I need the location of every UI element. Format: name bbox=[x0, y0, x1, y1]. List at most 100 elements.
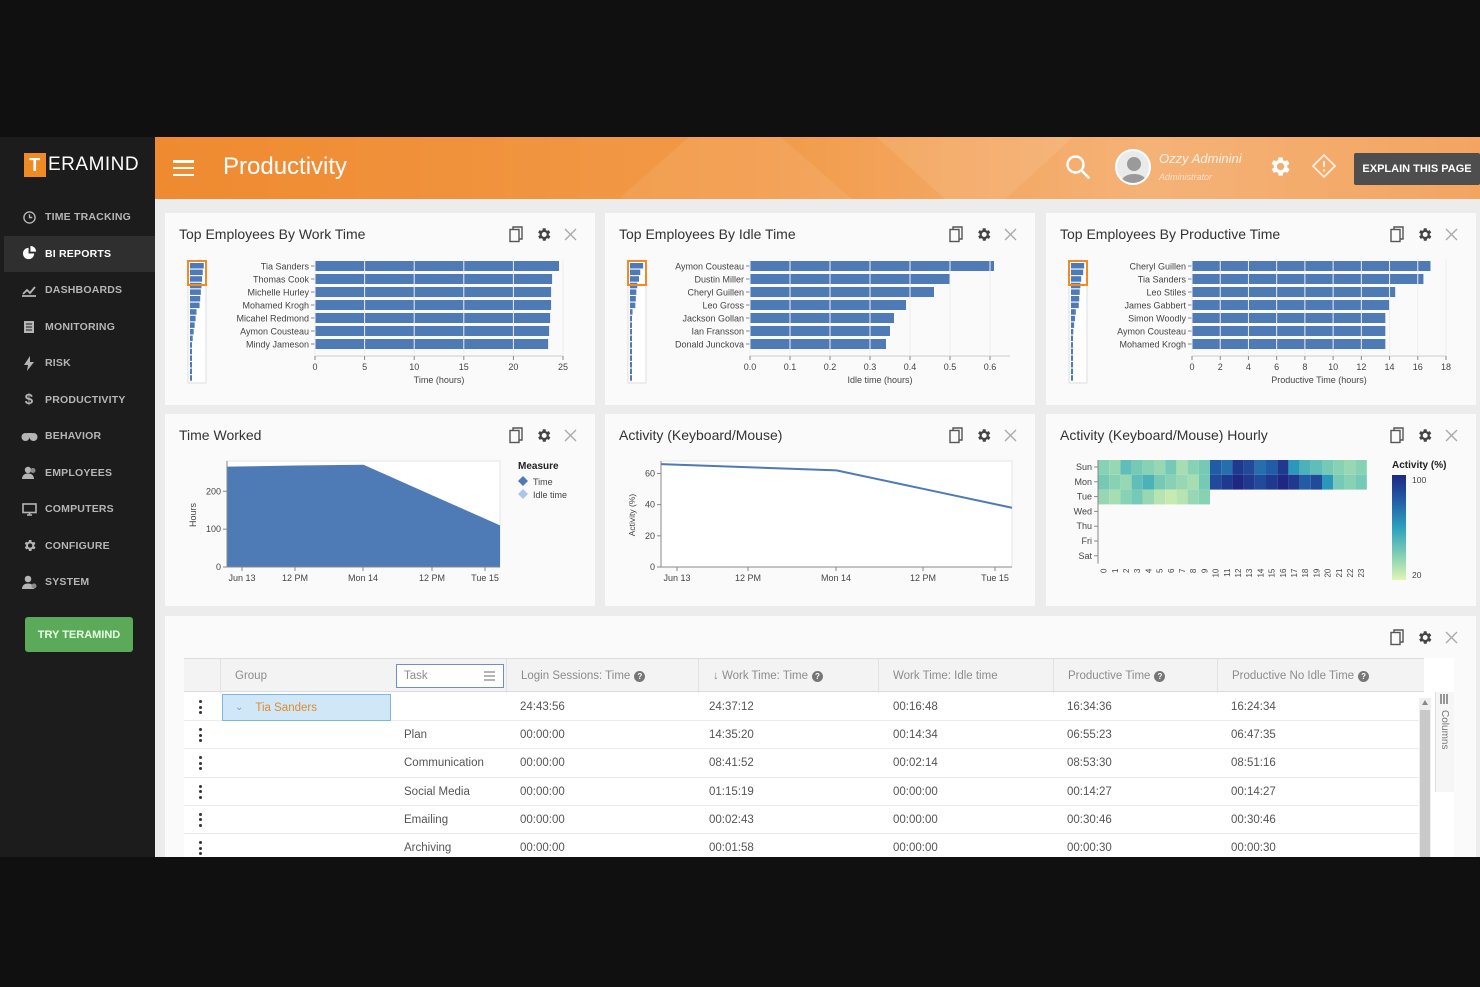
sidebar-item-bi-reports[interactable]: BI REPORTS bbox=[4, 235, 155, 272]
row-menu-icon[interactable] bbox=[198, 812, 202, 827]
column-header-task[interactable]: Task bbox=[396, 664, 504, 688]
close-icon[interactable] bbox=[1001, 225, 1019, 243]
overview-bar bbox=[1071, 296, 1080, 302]
scroll-up-icon[interactable] bbox=[1422, 700, 1428, 705]
column-header-idle[interactable]: Work Time: Idle time bbox=[878, 659, 1053, 693]
x-tick-label: 6 bbox=[1274, 362, 1279, 372]
gear-icon[interactable] bbox=[534, 426, 552, 444]
overview-bar bbox=[630, 348, 632, 355]
gear-icon[interactable] bbox=[1415, 225, 1433, 243]
scroll-thumb[interactable] bbox=[1420, 710, 1430, 857]
copy-icon[interactable] bbox=[947, 426, 965, 444]
y-tick-label: 0 bbox=[650, 562, 655, 572]
sidebar-item-behavior[interactable]: BEHAVIOR bbox=[4, 418, 155, 455]
table-row[interactable]: Plan 00:00:00 14:35:20 00:14:34 06:55:23 06:4… bbox=[184, 721, 1424, 750]
panel-productive-time: Top Employees By Productive Time Cheryl … bbox=[1046, 213, 1476, 405]
copy-icon[interactable] bbox=[1388, 628, 1406, 646]
copy-icon[interactable] bbox=[1388, 225, 1406, 243]
vertical-scrollbar[interactable] bbox=[1419, 698, 1431, 857]
copy-icon[interactable] bbox=[507, 225, 525, 243]
row-menu-icon[interactable] bbox=[198, 728, 202, 743]
help-icon[interactable]: ? bbox=[812, 670, 823, 682]
heatmap-col-label: 10 bbox=[1212, 568, 1221, 577]
gear-icon[interactable] bbox=[974, 426, 992, 444]
heatmap-cell bbox=[1176, 474, 1188, 490]
sidebar-item-risk[interactable]: RISK bbox=[4, 345, 155, 382]
gear-icon[interactable] bbox=[1415, 426, 1433, 444]
panel-activity: Activity (Keyboard/Mouse) 0 20 40 60 Jun 13 1… bbox=[605, 414, 1035, 606]
search-icon[interactable] bbox=[1065, 154, 1091, 185]
table-row[interactable]: Emailing 00:00:00 00:02:43 00:00:00 00:30:46… bbox=[184, 806, 1424, 834]
close-icon[interactable] bbox=[1442, 426, 1460, 444]
overview-bar bbox=[1071, 348, 1073, 355]
copy-icon[interactable] bbox=[507, 426, 525, 444]
chevron-down-icon[interactable]: ⌄ bbox=[235, 702, 244, 713]
gear-icon[interactable] bbox=[1415, 628, 1433, 646]
table-row[interactable]: Communication 00:00:00 08:41:52 00:02:14 08:… bbox=[184, 749, 1424, 778]
header-decoration bbox=[575, 137, 895, 199]
column-header-productive-no-idle[interactable]: Productive No Idle Time? bbox=[1217, 659, 1424, 693]
explain-page-button[interactable]: EXPLAIN THIS PAGE bbox=[1354, 153, 1480, 185]
legend-title: Measure bbox=[518, 461, 559, 472]
heatmap-cell bbox=[1266, 460, 1278, 475]
area-series-time bbox=[227, 464, 500, 567]
user-name[interactable]: Ozzy Adminini bbox=[1159, 151, 1242, 166]
sidebar-item-configure[interactable]: CONFIGURE bbox=[4, 528, 155, 565]
row-menu-icon[interactable] bbox=[198, 841, 202, 855]
panel-title: Top Employees By Productive Time bbox=[1060, 226, 1281, 242]
copy-icon[interactable] bbox=[1388, 426, 1406, 444]
close-icon[interactable] bbox=[561, 225, 579, 243]
bar-label: Simon Woodly bbox=[1128, 314, 1186, 324]
table-row[interactable]: Social Media 00:00:00 01:15:19 00:00:00 00:1… bbox=[184, 778, 1424, 806]
sidebar-item-monitoring[interactable]: MONITORING bbox=[4, 309, 155, 346]
bar bbox=[750, 274, 950, 284]
bar bbox=[315, 287, 552, 297]
help-icon[interactable]: ? bbox=[634, 670, 646, 682]
menu-icon[interactable] bbox=[173, 160, 194, 176]
sidebar-item-productivity[interactable]: $ PRODUCTIVITY bbox=[4, 382, 155, 419]
teramind-logo[interactable]: T ERAMIND bbox=[24, 153, 139, 177]
heatmap-cell bbox=[1165, 474, 1177, 490]
close-icon[interactable] bbox=[1442, 628, 1460, 646]
row-menu-icon[interactable] bbox=[198, 784, 202, 799]
sidebar-item-time-tracking[interactable]: TIME TRACKING bbox=[4, 199, 155, 236]
y-tick-label: 200 bbox=[206, 486, 221, 496]
heatmap-cell bbox=[1109, 489, 1121, 505]
table-row[interactable]: Archiving 00:00:00 00:01:58 00:00:00 00:00:3… bbox=[184, 834, 1424, 857]
heatmap-cell bbox=[1299, 474, 1311, 490]
close-icon[interactable] bbox=[561, 426, 579, 444]
gear-icon[interactable] bbox=[534, 225, 552, 243]
close-icon[interactable] bbox=[1442, 225, 1460, 243]
table-row[interactable]: ⌄ Tia Sanders 24:43:56 24:37:12 00:16:48 16:3… bbox=[184, 693, 1424, 722]
close-icon[interactable] bbox=[1001, 426, 1019, 444]
settings-gear-icon[interactable] bbox=[1267, 154, 1292, 184]
sidebar-item-dashboards[interactable]: DASHBOARDS bbox=[4, 272, 155, 309]
avatar[interactable] bbox=[1115, 149, 1151, 185]
gear-icon[interactable] bbox=[974, 225, 992, 243]
column-header-group[interactable]: Group bbox=[220, 659, 396, 693]
bar bbox=[750, 261, 994, 271]
grid-header: Group Task Login Sessions: Time? ↓ Work … bbox=[184, 658, 1424, 693]
column-header-productive[interactable]: Productive Time? bbox=[1053, 659, 1217, 693]
bar-label: Micahel Redmond bbox=[236, 314, 309, 324]
try-teramind-button[interactable]: TRY TERAMIND bbox=[25, 617, 133, 652]
columns-side-tab[interactable]: Columns bbox=[1435, 692, 1454, 792]
row-menu-icon[interactable] bbox=[198, 700, 202, 714]
sidebar-item-system[interactable]: SYSTEM bbox=[4, 564, 155, 601]
overview-bar bbox=[190, 263, 204, 269]
monitor-icon bbox=[20, 320, 38, 334]
copy-icon[interactable] bbox=[947, 225, 965, 243]
alert-diamond-icon[interactable] bbox=[1311, 153, 1337, 184]
filter-menu-icon[interactable] bbox=[484, 671, 495, 684]
help-icon[interactable]: ? bbox=[1154, 670, 1166, 682]
group-cell[interactable]: ⌄ Tia Sanders bbox=[222, 694, 391, 721]
help-icon[interactable]: ? bbox=[1358, 670, 1370, 682]
dollar-icon: $ bbox=[24, 391, 34, 409]
sidebar-item-employees[interactable]: EMPLOYEES bbox=[4, 455, 155, 492]
bar-label: Thomas Cook bbox=[253, 275, 310, 285]
column-header-login[interactable]: Login Sessions: Time? bbox=[506, 659, 698, 693]
row-menu-icon[interactable] bbox=[198, 756, 202, 771]
column-header-work-time[interactable]: ↓ Work Time: Time? bbox=[698, 659, 878, 693]
sidebar-item-computers[interactable]: COMPUTERS bbox=[4, 491, 155, 528]
